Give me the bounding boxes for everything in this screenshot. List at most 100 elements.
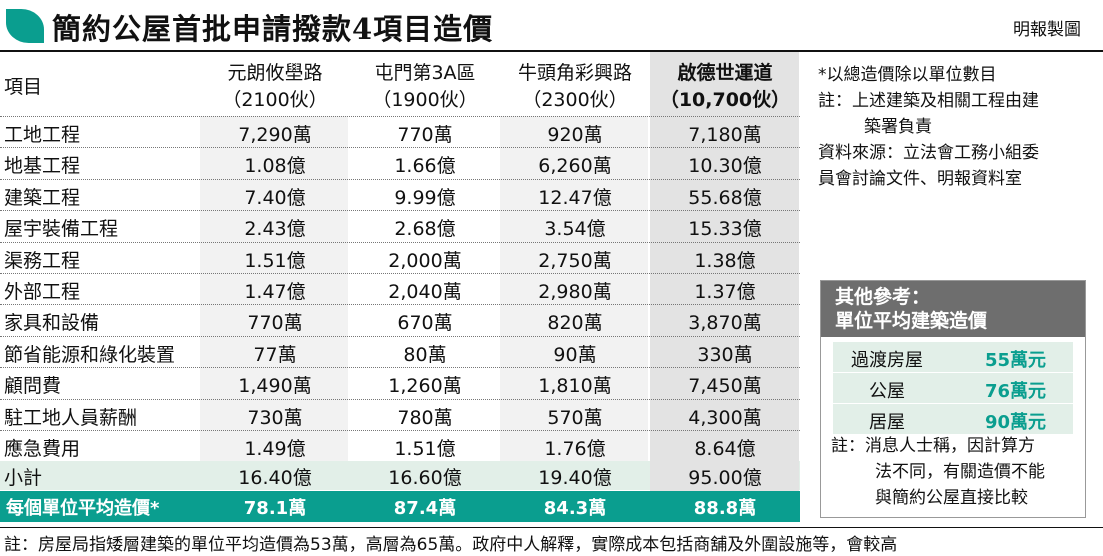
table-cell: 88.8萬 — [693, 498, 757, 519]
row-label: 建築工程 — [4, 186, 81, 209]
graphic-title: 簡約公屋首批申請撥款4項目造價 — [52, 12, 494, 46]
table-cell: 84.3萬 — [543, 498, 607, 519]
reference-label: 公屋 — [869, 381, 905, 402]
table-cell: 90萬 — [553, 343, 597, 366]
table-cell: 770萬 — [247, 312, 303, 335]
reference-value: 55萬元 — [985, 350, 1047, 371]
table-cell: 1,490萬 — [238, 375, 312, 398]
table-cell: 6,260萬 — [538, 155, 612, 178]
reference-value: 90萬元 — [985, 412, 1047, 433]
header-divider — [0, 50, 1103, 52]
row-label: 工地工程 — [4, 124, 81, 146]
table-row: 屋宇裝備工程 2.43億 2.68億 3.54億 15.33億 — [0, 210, 800, 241]
table-cell: 2.68億 — [394, 218, 456, 241]
graphic-header: 簡約公屋首批申請撥款4項目造價 明報製圖 — [0, 0, 1103, 52]
reference-label: 過渡房屋 — [851, 350, 923, 371]
reference-value: 76萬元 — [985, 381, 1047, 402]
table-cell: 1.76億 — [544, 438, 606, 460]
table-cell: 770萬 — [397, 124, 453, 146]
table-header-col-4: 啟德世運道 （10,700伙） — [650, 60, 800, 114]
table-cell: 10.30億 — [688, 155, 762, 178]
table-cell: 16.60億 — [388, 467, 462, 489]
table-cell: 2,980萬 — [538, 281, 612, 303]
graphic-credit: 明報製圖 — [1013, 20, 1081, 40]
table-cell: 1,260萬 — [388, 375, 462, 398]
table-row: 應急費用 1.49億 1.51億 1.76億 8.64億 — [0, 430, 800, 461]
table-cell: 2.43億 — [244, 218, 306, 241]
table-cell: 7,180萬 — [688, 124, 762, 146]
row-label: 小計 — [4, 467, 43, 489]
table-row: 建築工程 7.40億 9.99億 12.47億 55.68億 — [0, 178, 800, 210]
reference-box: 其他參考： 單位平均建築造價 過渡房屋 55萬元 公屋 76萬元 居屋 90萬元… — [820, 280, 1086, 518]
table-row: 顧問費 1,490萬 1,260萬 1,810萬 7,450萬 — [0, 367, 800, 398]
column-shade-3 — [500, 116, 648, 461]
table-cell: 670萬 — [397, 312, 453, 335]
table-row: 工地工程 7,290萬 770萬 920萬 7,180萬 — [0, 116, 800, 147]
table-cell: 2,040萬 — [388, 281, 462, 303]
table-row: 家具和設備 770萬 670萬 820萬 3,870萬 — [0, 304, 800, 335]
table-row: 外部工程 1.47億 2,040萬 2,980萬 1.37億 — [0, 273, 800, 304]
table-cell: 920萬 — [547, 124, 603, 146]
table-cell: 2,000萬 — [388, 249, 462, 272]
column-shade-1 — [200, 116, 348, 461]
table-cell: 4,300萬 — [688, 406, 762, 429]
row-label: 地基工程 — [4, 155, 81, 178]
reference-item: 公屋 76萬元 — [833, 373, 1073, 403]
row-label: 渠務工程 — [4, 249, 81, 272]
subtotal-highlight — [650, 461, 799, 490]
note-source: 資料來源：立法會工務小組委 — [818, 143, 1039, 163]
row-label: 應急費用 — [4, 438, 81, 460]
column-units: （1900伙） — [372, 89, 478, 111]
table-cell: 15.33億 — [688, 218, 762, 241]
table-cell: 19.40億 — [538, 467, 612, 489]
reference-label: 居屋 — [869, 412, 905, 433]
table-cell: 1.66億 — [394, 155, 456, 178]
reference-item: 居屋 90萬元 — [833, 404, 1073, 434]
reference-title-line2: 單位平均建築造價 — [835, 310, 988, 332]
reference-title: 其他參考： 單位平均建築造價 — [821, 281, 1085, 337]
column-units: （2300伙） — [522, 89, 628, 111]
table-cell: 1,810萬 — [538, 375, 612, 398]
table-cell: 1.47億 — [244, 281, 306, 303]
reference-note-line3: 與簡約公屋直接比較 — [875, 488, 1028, 508]
table-cell: 1.49億 — [244, 438, 306, 460]
table-cell: 78.1萬 — [243, 498, 307, 519]
table-cell: 730萬 — [247, 406, 303, 429]
footer-note: 註：房屋局指矮層建築的單位平均造價為53萬，高層為65萬。政府中人解釋，實際成本… — [4, 535, 898, 555]
table-cell: 8.64億 — [694, 438, 756, 460]
column-name: 屯門第3A區 — [374, 62, 476, 84]
leaf-icon — [6, 9, 44, 43]
table-cell: 9.99億 — [394, 186, 456, 209]
footer-divider — [0, 527, 1103, 528]
row-label: 屋宇裝備工程 — [4, 218, 119, 241]
table-cell: 1.37億 — [694, 281, 756, 303]
side-notes: *以總造價除以單位數目 註：上述建築及相關工程由建 築署負責 資料來源：立法會工… — [818, 62, 1098, 192]
table-cell: 1.51億 — [394, 438, 456, 460]
row-label: 顧問費 — [4, 375, 62, 398]
table-cell: 3.54億 — [544, 218, 606, 241]
row-label: 駐工地人員薪酬 — [4, 406, 138, 429]
table-cell: 7,450萬 — [688, 375, 762, 398]
table-row: 渠務工程 1.51億 2,000萬 2,750萬 1.38億 — [0, 241, 800, 273]
table-cell: 1.08億 — [244, 155, 306, 178]
table-header-col-1: 元朗攸壆路 （2100伙） — [200, 60, 350, 114]
table-cell: 55.68億 — [688, 186, 762, 209]
table-header-col-3: 牛頭角彩興路 （2300伙） — [500, 60, 650, 114]
table-cell: 780萬 — [397, 406, 453, 429]
table-row: 節省能源和綠化裝置 77萬 80萬 90萬 330萬 — [0, 335, 800, 367]
row-label: 外部工程 — [4, 281, 81, 303]
table-cell: 7.40億 — [244, 186, 306, 209]
table-cell: 12.47億 — [538, 186, 612, 209]
table-cell: 95.00億 — [688, 467, 762, 489]
table-cell: 2,750萬 — [538, 249, 612, 272]
column-name: 牛頭角彩興路 — [517, 62, 632, 84]
reference-title-line1: 其他參考： — [835, 286, 931, 308]
cost-table: 項目 元朗攸壆路 （2100伙） 屯門第3A區 （1900伙） 牛頭角彩興路 （… — [0, 52, 800, 522]
note-source-cont: 員會討論文件、明報資料室 — [818, 169, 1022, 189]
table-cell: 80萬 — [403, 343, 447, 366]
note-builder-cont: 築署負責 — [864, 117, 932, 137]
column-units: （2100伙） — [222, 89, 328, 111]
table-cell: 3,870萬 — [688, 312, 762, 335]
column-name: 啟德世運道 — [677, 62, 773, 84]
table-cell: 87.4萬 — [393, 498, 457, 519]
